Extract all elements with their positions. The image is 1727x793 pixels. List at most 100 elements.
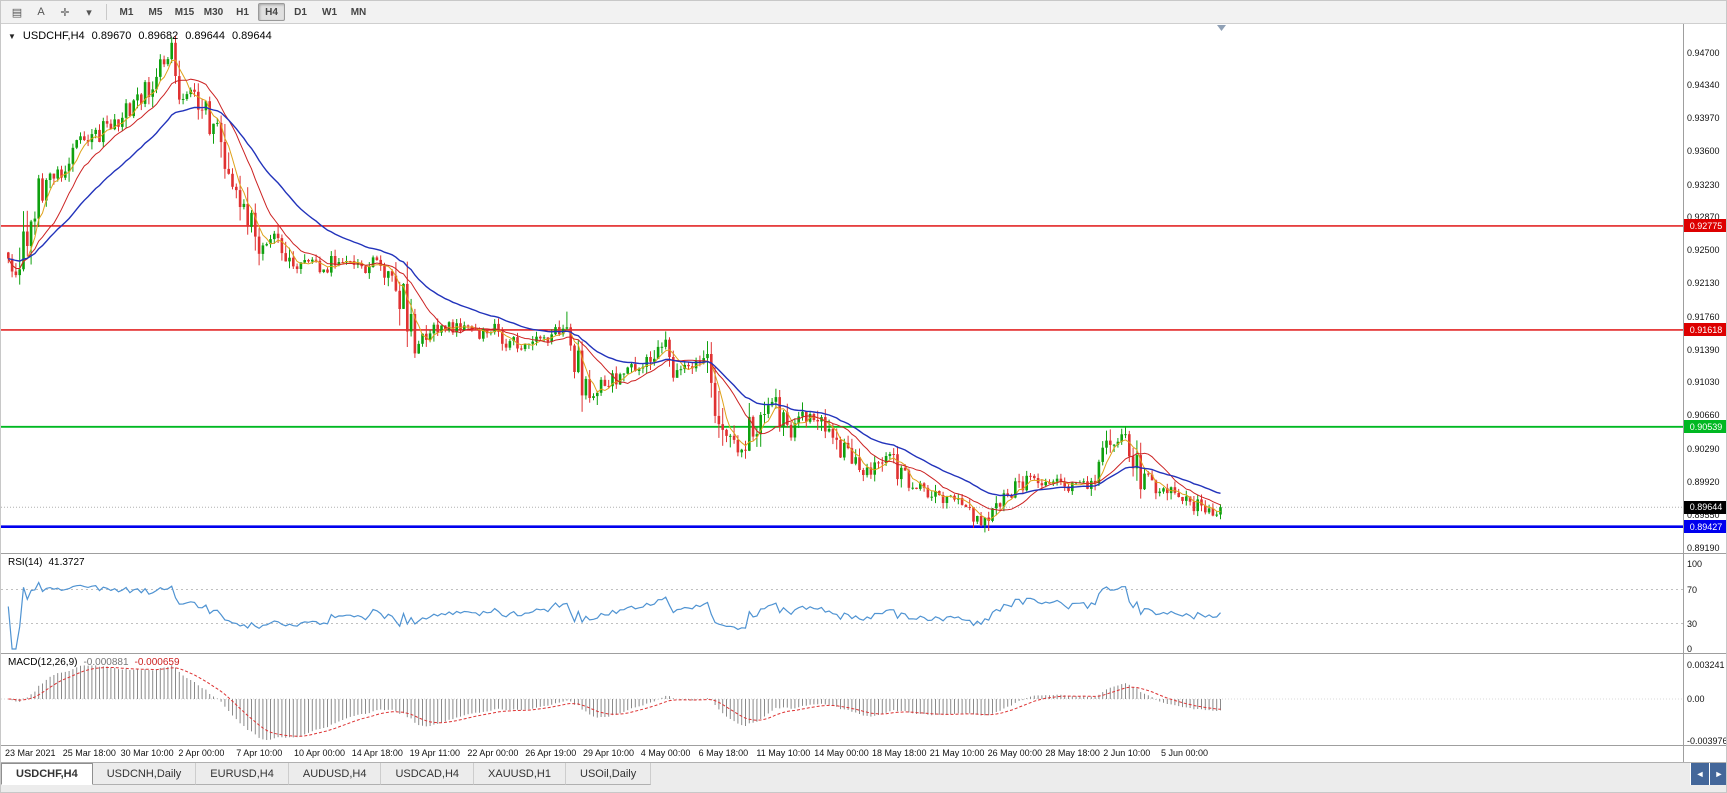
ma-13-line (7, 78, 1221, 512)
chart-header: ▼ USDCHF,H4 0.89670 0.89682 0.89644 0.89… (8, 30, 272, 42)
macd-main-value: -0.000881 (83, 657, 129, 668)
chart-expander-icon[interactable]: ▼ (8, 31, 16, 41)
time-axis-label: 30 Mar 10:00 (120, 748, 174, 758)
rsi-line (7, 581, 1221, 650)
time-axis-label: 11 May 10:00 (756, 748, 811, 758)
time-axis-label: 10 Apr 00:00 (294, 748, 346, 758)
chart-tab-usdcnh-daily[interactable]: USDCNH,Daily (92, 763, 197, 785)
time-axis-label: 25 Mar 18:00 (62, 748, 116, 758)
ohlc-high: 0.89682 (138, 30, 179, 42)
timeframe-h4-button[interactable]: H4 (258, 3, 285, 21)
panel-separator (1, 745, 1726, 746)
macd-panel[interactable] (1, 654, 1683, 745)
main-chart[interactable] (1, 24, 1683, 553)
macd-signal-line (8, 666, 1221, 737)
rsi-panel[interactable] (1, 554, 1683, 653)
macd-axis-label: -0.003976 (1687, 735, 1727, 746)
chart-symbol-label: USDCHF,H4 (22, 30, 85, 42)
top-toolbar: ▤ A ✛ ▾ M1 M5 M15 M30 H1 H4 D1 W1 MN (1, 1, 1726, 24)
chart-tab-bar: USDCHF,H4 USDCNH,Daily EURUSD,H4 AUDUSD,H4 U… (1, 762, 1726, 792)
ohlc-open: 0.89670 (91, 30, 132, 42)
price-axis-label: 0.91030 (1687, 377, 1720, 388)
timeframe-m1-button[interactable]: M1 (119, 6, 134, 18)
price-axis-label: 0.90660 (1687, 410, 1720, 421)
price-axis-label: 0.92130 (1687, 278, 1720, 289)
rsi-name: RSI(14) (8, 557, 43, 568)
timeframe-m5-button[interactable]: M5 (148, 6, 163, 18)
bid-price-badge: 0.89644 (1684, 500, 1726, 514)
toolbar-divider (106, 4, 107, 20)
time-axis-label: 18 May 18:00 (872, 748, 927, 758)
chart-tab-xauusd-h1[interactable]: XAUUSD,H1 (474, 763, 566, 785)
rsi-axis[interactable]: 100 70 30 0 (1684, 554, 1726, 654)
price-axis-label: 0.93230 (1687, 179, 1720, 190)
time-axis-label: 23 Mar 2021 (5, 748, 56, 758)
time-axis-label: 5 Jun 00:00 (1161, 748, 1209, 758)
time-axis-label: 19 Apr 11:00 (409, 748, 460, 758)
ma-5-line (7, 59, 1221, 521)
rsi-axis-label: 100 (1687, 559, 1703, 569)
macd-axis[interactable]: 0.003241 0.00 -0.003976 (1684, 654, 1727, 746)
rsi-axis-label: 70 (1687, 584, 1698, 595)
rsi-value: 41.3727 (48, 557, 85, 568)
tab-scroll-right-icon[interactable]: ► (1709, 763, 1726, 785)
price-axis[interactable]: 0.94700 0.94340 0.93970 0.93600 0.93230 0.928… (1684, 24, 1726, 553)
ma-30-line (8, 106, 1221, 497)
time-axis-label: 29 Apr 10:00 (583, 748, 635, 758)
price-axis-label: 0.91760 (1687, 311, 1720, 322)
timeframe-m30-button[interactable]: M30 (203, 6, 224, 18)
time-axis-label: 2 Apr 00:00 (178, 748, 225, 758)
time-axis-label: 28 May 18:00 (1045, 748, 1100, 758)
price-axis-label: 0.94340 (1687, 79, 1720, 90)
chart-tab-audusd-h4[interactable]: AUDUSD,H4 (288, 763, 382, 785)
rsi-label: RSI(14) 41.3727 (8, 557, 85, 568)
time-axis-label: 14 Apr 18:00 (351, 748, 403, 758)
price-axis-label: 0.92500 (1687, 245, 1720, 256)
chart-tab-eurusd-h4[interactable]: EURUSD,H4 (196, 763, 289, 785)
panel-separator[interactable] (1, 553, 1726, 554)
timeframe-d1-button[interactable]: D1 (294, 6, 307, 18)
toolbar-icon-group: ▤ A ✛ ▾ (5, 3, 101, 21)
time-axis-label: 21 May 10:00 (929, 748, 985, 758)
hline-price-badge: 0.89427 (1684, 520, 1726, 534)
macd-signal-value: -0.000659 (134, 657, 180, 668)
time-axis[interactable]: 23 Mar 2021 25 Mar 18:00 30 Mar 10:00 2 Apr… (1, 746, 1683, 761)
time-axis-label: 4 May 00:00 (640, 748, 691, 758)
cursor-a-icon[interactable]: A (37, 6, 45, 18)
crosshair-icon[interactable]: ✛ (60, 6, 70, 19)
price-axis-label: 0.93600 (1687, 146, 1720, 157)
macd-axis-label: 0.00 (1687, 694, 1705, 704)
time-axis-label: 14 May 00:00 (814, 748, 869, 758)
tools-dropdown-icon[interactable]: ▾ (86, 6, 92, 19)
rsi-axis-label: 30 (1687, 618, 1698, 629)
timeframe-group: M1 M5 M15 M30 H1 H4 D1 W1 MN (112, 3, 373, 21)
price-axis-label: 0.92870 (1687, 211, 1720, 222)
hline-price-badge: 0.91618 (1684, 323, 1726, 337)
hline-price-badge: 0.92775 (1684, 219, 1726, 233)
timeframe-mn-button[interactable]: MN (350, 6, 367, 18)
tab-scroll-buttons: ◄ ► (1690, 763, 1726, 785)
timeframe-h1-button[interactable]: H1 (236, 6, 249, 18)
rsi-axis-label: 0 (1687, 644, 1693, 654)
chart-tab-usoil-daily[interactable]: USOil,Daily (566, 763, 652, 785)
macd-axis-label: 0.003241 (1687, 660, 1725, 670)
chart-tabs: USDCHF,H4 USDCNH,Daily EURUSD,H4 AUDUSD,H4 U… (1, 763, 652, 785)
price-axis-label: 0.90290 (1687, 443, 1720, 454)
time-axis-label: 7 Apr 10:00 (236, 748, 283, 758)
chart-tab-usdcad-h4[interactable]: USDCAD,H4 (381, 763, 475, 785)
timeframe-m15-button[interactable]: M15 (174, 6, 195, 18)
chart-grid-icon[interactable]: ▤ (11, 6, 23, 19)
macd-label: MACD(12,26,9) -0.000881 -0.000659 (8, 657, 180, 668)
ohlc-close: 0.89644 (231, 30, 272, 42)
time-axis-label: 2 Jun 10:00 (1103, 748, 1151, 758)
time-axis-label: 26 Apr 19:00 (525, 748, 577, 758)
chart-tab-usdchf-h4[interactable]: USDCHF,H4 (1, 763, 93, 785)
tab-scroll-left-icon[interactable]: ◄ (1690, 763, 1709, 785)
timeframe-w1-button[interactable]: W1 (322, 6, 337, 18)
chart-shift-marker[interactable] (1217, 25, 1226, 31)
macd-name: MACD(12,26,9) (8, 657, 78, 668)
hline-price-badge: 0.90539 (1684, 420, 1726, 434)
time-axis-label: 6 May 18:00 (698, 748, 749, 758)
panel-separator[interactable] (1, 653, 1726, 654)
